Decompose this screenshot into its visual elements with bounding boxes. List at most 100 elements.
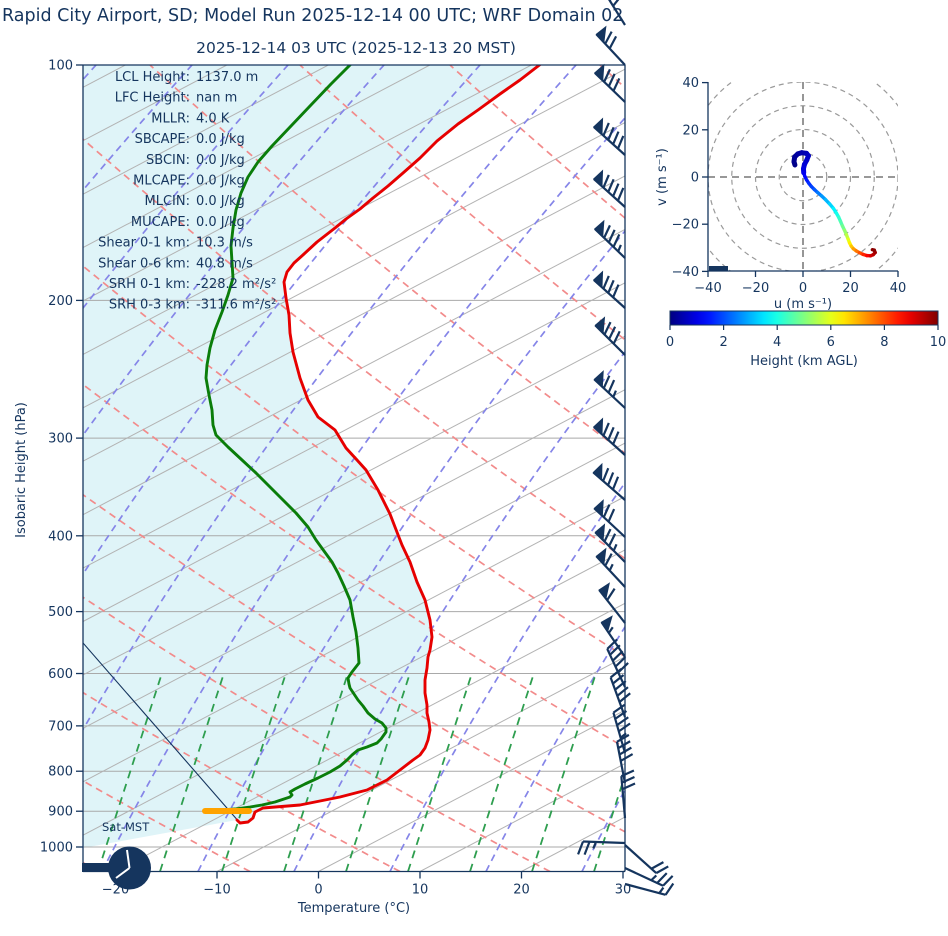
stat-value: 0.0 J/kg (196, 132, 245, 147)
stat-label: SRH 0-1 km: (109, 277, 190, 292)
colorbar-tick-label: 6 (827, 335, 835, 350)
wind-barb-column (577, 0, 675, 896)
stat-value: -311.6 m²/s² (196, 298, 276, 313)
wind-barb (593, 270, 626, 309)
stat-label: SBCIN: (146, 153, 190, 168)
stat-label: Shear 0-6 km: (98, 256, 190, 271)
mixing-ratio-lines (97, 672, 625, 872)
hodograph-y-axis-label: v (m s⁻¹) (655, 148, 670, 206)
stat-label: MLCIN: (145, 194, 190, 209)
stat-label: LFC Height: (115, 91, 190, 106)
wind-barb (593, 499, 626, 538)
skewt-y-axis-label: Isobaric Height (hPa) (14, 402, 29, 538)
figure-subtitle: 2025-12-14 03 UTC (2025-12-13 20 MST) (196, 39, 516, 57)
height-colorbar: 0 2 4 6 8 10 (666, 310, 947, 350)
wind-barb (615, 733, 634, 784)
figure-title: Rapid City Airport, SD; Model Run 2025-1… (2, 6, 623, 26)
pressure-tick-label: 500 (48, 605, 73, 620)
dewpoint-curve (204, 65, 388, 813)
cape-shade-fill (83, 65, 540, 848)
wind-barb (577, 840, 626, 855)
pressure-tick-label: 800 (48, 765, 73, 780)
hodograph-range-rings (708, 82, 898, 271)
stat-value: 0.0 J/kg (196, 174, 245, 189)
pressure-tick-label: 900 (48, 805, 73, 820)
hodograph-plot-area (708, 82, 898, 271)
colorbar-tick-label: 10 (930, 335, 947, 350)
clock-icon (82, 846, 151, 890)
wind-barb (595, 547, 626, 588)
wind-barb (609, 668, 631, 718)
stat-value: 4.0 K (196, 111, 230, 126)
wind-barb (595, 25, 626, 66)
pressure-tick-label: 1000 (40, 841, 73, 856)
stat-value: 1137.0 m (196, 70, 258, 85)
isotherm-lines (83, 65, 625, 872)
temperature-tick-label: 0 (314, 883, 322, 898)
hodograph-x-axis-label: u (m s⁻¹) (774, 297, 832, 312)
wind-barb (593, 169, 626, 208)
wind-barb (594, 63, 626, 103)
pressure-tick-label: 600 (48, 667, 73, 682)
wind-barb (592, 462, 626, 501)
colorbar-tick-label: 0 (666, 335, 674, 350)
pressure-tick-label: 100 (48, 59, 73, 74)
stat-label: MUCAPE: (131, 215, 190, 230)
stat-label: MLLR: (151, 111, 190, 126)
stat-label: Shear 0-1 km: (98, 236, 190, 251)
wind-barb (624, 844, 669, 875)
hodograph-trace (791, 150, 877, 258)
wind-barb (606, 638, 629, 688)
temperature-tick-label: −10 (203, 883, 230, 898)
wind-barb (624, 867, 674, 887)
colorbar-tick-label: 2 (719, 335, 727, 350)
clock-hour-hand (115, 867, 131, 879)
pressure-tick-label: 700 (48, 719, 73, 734)
wind-barb (612, 703, 631, 754)
axis-end-bar (82, 863, 113, 872)
wind-barb (601, 0, 626, 26)
hodograph-zero-axes (708, 82, 898, 271)
moist-adiabat-lines (83, 65, 625, 872)
hodograph-v-tick-label: 20 (682, 123, 699, 138)
clock-minute-hand (126, 849, 131, 869)
hodograph-v-tick-label: 40 (682, 76, 699, 91)
wind-barb (598, 582, 626, 624)
hodograph-u-tick-label: 20 (842, 281, 859, 296)
temperature-tick-label: 30 (615, 883, 632, 898)
hodograph-v-tick-label: −20 (672, 218, 699, 233)
hodograph-v-tick-label: −40 (672, 265, 699, 280)
colorbar-tick-label: 8 (880, 335, 888, 350)
stat-label: SBCAPE: (135, 132, 190, 147)
dry-adiabat-lines (83, 65, 625, 872)
parcel-profile-line (83, 642, 241, 824)
wind-barb (594, 316, 626, 356)
skewt-plot-area (83, 65, 625, 872)
skewt-x-axis-label: Temperature (°C) (297, 901, 410, 916)
wind-barb (594, 523, 626, 563)
stat-value: nan m (196, 91, 237, 106)
hodograph-u-tick-label: 40 (890, 281, 907, 296)
colorbar-gradient (669, 310, 939, 326)
stat-value: 0.0 J/kg (196, 153, 245, 168)
stat-value: -228.2 m²/s² (196, 277, 276, 292)
wind-barb (594, 219, 626, 259)
wind-barb (593, 417, 626, 456)
colorbar-tick-label: 4 (773, 335, 781, 350)
stat-value: 10.3 m/s (196, 236, 253, 251)
wind-barb (593, 370, 626, 409)
hodograph-marker-bar (709, 266, 728, 271)
stat-label: SRH 0-3 km: (109, 298, 190, 313)
hodograph-u-tick-label: −40 (694, 281, 721, 296)
pressure-tick-label: 200 (48, 294, 73, 309)
stat-label: MLCAPE: (133, 174, 190, 189)
sounding-stats-block: LCL Height: 1137.0 m LFC Height: nan m MLLR:… (98, 70, 276, 313)
pressure-tick-label: 400 (48, 529, 73, 544)
stat-value: 0.0 J/kg (196, 194, 245, 209)
stat-label: LCL Height: (115, 70, 190, 85)
wind-barb (593, 117, 626, 156)
saturday-mst-label: Sat-MST (102, 820, 150, 834)
hodograph-axes: −40 −20 0 20 40 40 20 0 −20 −40 (672, 76, 907, 296)
stat-value: 40.8 m/s (196, 256, 253, 271)
